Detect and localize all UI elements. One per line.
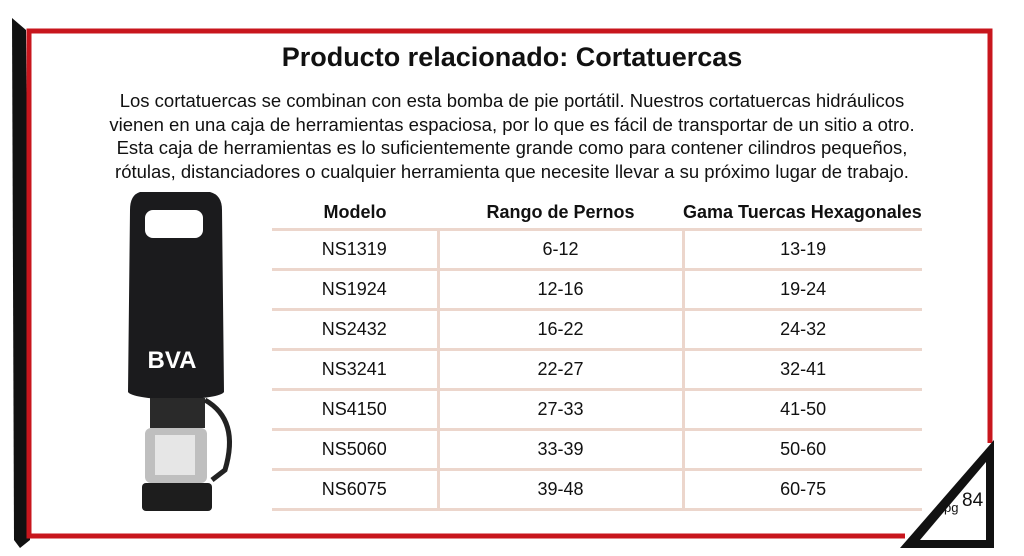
table-cell: 50-60 bbox=[681, 428, 922, 470]
table-cell: 6-12 bbox=[436, 228, 683, 270]
table-cell: 16-22 bbox=[436, 308, 683, 350]
corner-inner bbox=[920, 462, 986, 540]
table-cell: 19-24 bbox=[681, 268, 922, 310]
paragraph-line: Los cortatuercas se combinan con esta bo… bbox=[119, 90, 905, 111]
table-cell: 12-16 bbox=[436, 268, 683, 310]
table-cell: 60-75 bbox=[681, 468, 922, 511]
table-row: NS2432 16-22 24-32 bbox=[272, 308, 922, 350]
table-cell: NS6075 bbox=[272, 468, 438, 511]
column-header: Modelo bbox=[323, 201, 387, 222]
table-cell: 24-32 bbox=[681, 308, 922, 350]
paragraph-line: rótulas, distanciadores o cualquier herr… bbox=[115, 160, 909, 182]
table-row: NS1319 6-12 13-19 bbox=[272, 228, 922, 270]
table-cell: 27-33 bbox=[436, 388, 683, 430]
paragraph-line: vienen en una caja de herramientas espac… bbox=[109, 113, 915, 135]
frame-border bbox=[26, 28, 993, 539]
table-row: NS1924 12-16 19-24 bbox=[272, 268, 922, 310]
paragraph: Los cortatuercas se combinan con esta bo… bbox=[40, 89, 984, 183]
page-prefix: pg bbox=[944, 500, 959, 515]
title: Producto relacionado: Cortatuercas bbox=[281, 42, 743, 72]
paragraph-line: Esta caja de herramientas es lo suficien… bbox=[116, 137, 908, 158]
column-header: Gama Tuercas Hexagonales bbox=[683, 201, 922, 222]
table-row: NS5060 33-39 50-60 bbox=[272, 428, 922, 470]
brand: BVA bbox=[148, 347, 197, 374]
table-cell: 22-27 bbox=[436, 348, 683, 390]
table-cell: NS1319 bbox=[272, 228, 438, 270]
table-cell: NS4150 bbox=[272, 388, 438, 430]
table-cell: 41-50 bbox=[681, 388, 922, 430]
frame-shadow bbox=[12, 18, 30, 548]
table-cell: NS5060 bbox=[272, 428, 438, 470]
page-number: 84 bbox=[962, 490, 984, 511]
column-header: Rango de Pernos bbox=[486, 201, 635, 222]
table-row: NS3241 22-27 32-41 bbox=[272, 348, 922, 390]
table-row: NS6075 39-48 60-75 bbox=[272, 468, 922, 511]
table-cell: NS2432 bbox=[272, 308, 438, 350]
table-cell: NS1924 bbox=[272, 268, 438, 310]
table-cell: 33-39 bbox=[436, 428, 683, 470]
table-cell: NS3241 bbox=[272, 348, 438, 390]
table-cell: 39-48 bbox=[436, 468, 683, 511]
table-cell: 13-19 bbox=[681, 228, 922, 270]
table-row: NS4150 27-33 41-50 bbox=[272, 388, 922, 430]
table: Modelo Rango de Pernos Gama Tuercas Hexago… bbox=[272, 196, 922, 511]
table-cell: 32-41 bbox=[681, 348, 922, 390]
product-image: BVA bbox=[128, 192, 232, 511]
